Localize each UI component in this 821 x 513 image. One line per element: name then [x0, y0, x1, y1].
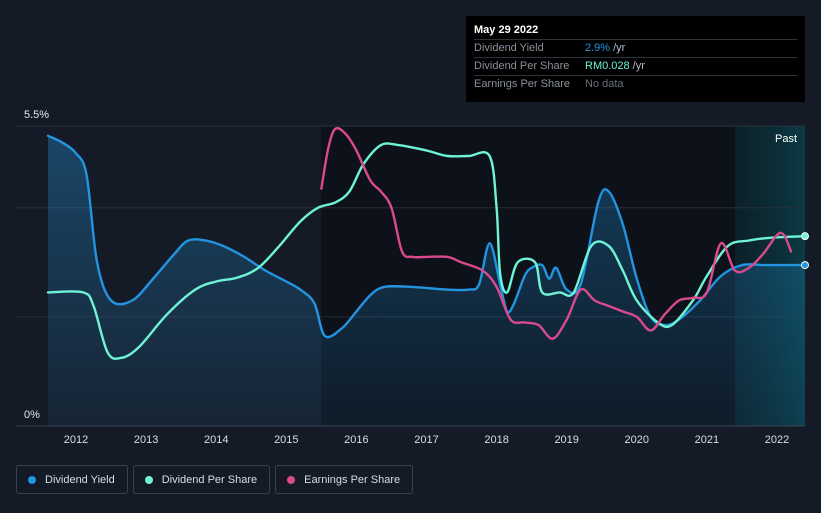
x-tick-label: 2014: [204, 434, 228, 446]
dividend-yield-line: [46, 134, 807, 339]
x-tick-label: 2022: [765, 434, 789, 446]
past-label: Past: [775, 133, 797, 145]
tooltip-date: May 29 2022: [474, 22, 797, 40]
y-tick-label: 0%: [24, 409, 40, 421]
legend-dot-icon: [287, 475, 296, 484]
tooltip-unit: /yr: [632, 60, 645, 72]
tooltip-row-earnings-per-share: Earnings Per Share No data: [474, 76, 797, 93]
legend-item-dividend-per-share[interactable]: Dividend Per Share: [132, 465, 271, 494]
x-tick-label: 2021: [695, 434, 719, 446]
tooltip-label: Dividend Per Share: [474, 60, 570, 72]
tooltip-value: 2.9%: [585, 42, 611, 54]
dividend-yield-end-marker: [801, 261, 809, 270]
dividend-per-share-end-marker: [801, 232, 809, 241]
hover-tooltip: May 29 2022 Dividend Yield 2.9% /yr Divi…: [466, 16, 805, 102]
tooltip-unit: /yr: [613, 42, 626, 54]
tooltip-label: Dividend Yield: [474, 42, 544, 54]
x-tick-label: 2018: [484, 434, 508, 446]
x-tick-label: 2012: [64, 434, 88, 446]
tooltip-row-dividend-per-share: Dividend Per Share RM0.028 /yr: [474, 58, 797, 76]
x-tick-label: 2019: [554, 434, 578, 446]
x-tick-label: 2015: [274, 434, 298, 446]
chart-legend: Dividend Yield Dividend Per Share Earnin…: [16, 465, 414, 494]
legend-dot-icon: [28, 475, 36, 484]
legend-dot-icon: [144, 475, 153, 484]
legend-item-earnings-per-share[interactable]: Earnings Per Share: [275, 465, 414, 494]
legend-label: Dividend Per Share: [161, 473, 258, 486]
tooltip-value: RM0.028: [585, 60, 630, 72]
dividend-yield-area: [48, 135, 805, 427]
legend-item-dividend-yield[interactable]: Dividend Yield: [16, 465, 128, 494]
tooltip-label: Earnings Per Share: [474, 78, 570, 90]
x-tick-label: 2013: [134, 434, 158, 446]
y-tick-label: 5.5%: [24, 109, 49, 121]
legend-label: Earnings Per Share: [304, 473, 401, 486]
x-tick-label: 2020: [625, 434, 649, 446]
tooltip-value: No data: [585, 78, 624, 90]
earnings-per-share-line: [320, 126, 793, 340]
x-tick-label: 2016: [344, 434, 368, 446]
tooltip-row-dividend-yield: Dividend Yield 2.9% /yr: [474, 40, 797, 58]
legend-label: Dividend Yield: [45, 473, 115, 486]
x-tick-label: 2017: [414, 434, 438, 446]
